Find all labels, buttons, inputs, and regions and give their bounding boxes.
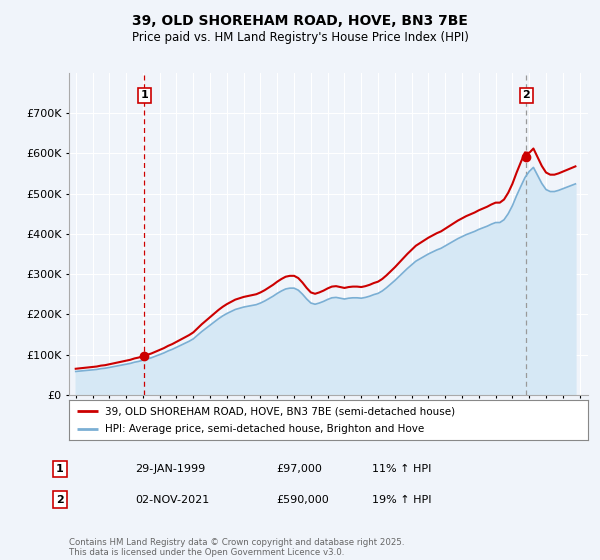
Text: £97,000: £97,000 xyxy=(276,464,322,474)
Text: 11% ↑ HPI: 11% ↑ HPI xyxy=(372,464,431,474)
Text: 1: 1 xyxy=(56,464,64,474)
Text: 1: 1 xyxy=(140,90,148,100)
Text: 39, OLD SHOREHAM ROAD, HOVE, BN3 7BE: 39, OLD SHOREHAM ROAD, HOVE, BN3 7BE xyxy=(132,14,468,28)
Text: 19% ↑ HPI: 19% ↑ HPI xyxy=(372,494,431,505)
Text: Price paid vs. HM Land Registry's House Price Index (HPI): Price paid vs. HM Land Registry's House … xyxy=(131,31,469,44)
Text: Contains HM Land Registry data © Crown copyright and database right 2025.
This d: Contains HM Land Registry data © Crown c… xyxy=(69,538,404,557)
Text: 2: 2 xyxy=(56,494,64,505)
Text: £590,000: £590,000 xyxy=(276,494,329,505)
Text: 02-NOV-2021: 02-NOV-2021 xyxy=(135,494,209,505)
Text: 39, OLD SHOREHAM ROAD, HOVE, BN3 7BE (semi-detached house): 39, OLD SHOREHAM ROAD, HOVE, BN3 7BE (se… xyxy=(106,407,455,417)
Text: 29-JAN-1999: 29-JAN-1999 xyxy=(135,464,205,474)
Text: HPI: Average price, semi-detached house, Brighton and Hove: HPI: Average price, semi-detached house,… xyxy=(106,423,425,433)
Text: 2: 2 xyxy=(523,90,530,100)
